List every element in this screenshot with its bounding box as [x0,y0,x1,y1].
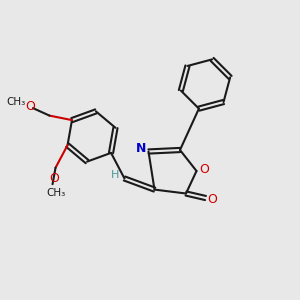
Text: CH₃: CH₃ [46,188,65,198]
Text: O: O [49,172,59,185]
Text: CH₃: CH₃ [7,97,26,107]
Text: O: O [26,100,35,113]
Text: O: O [207,193,217,206]
Text: N: N [136,142,146,155]
Text: O: O [199,163,209,176]
Text: H: H [111,170,120,181]
